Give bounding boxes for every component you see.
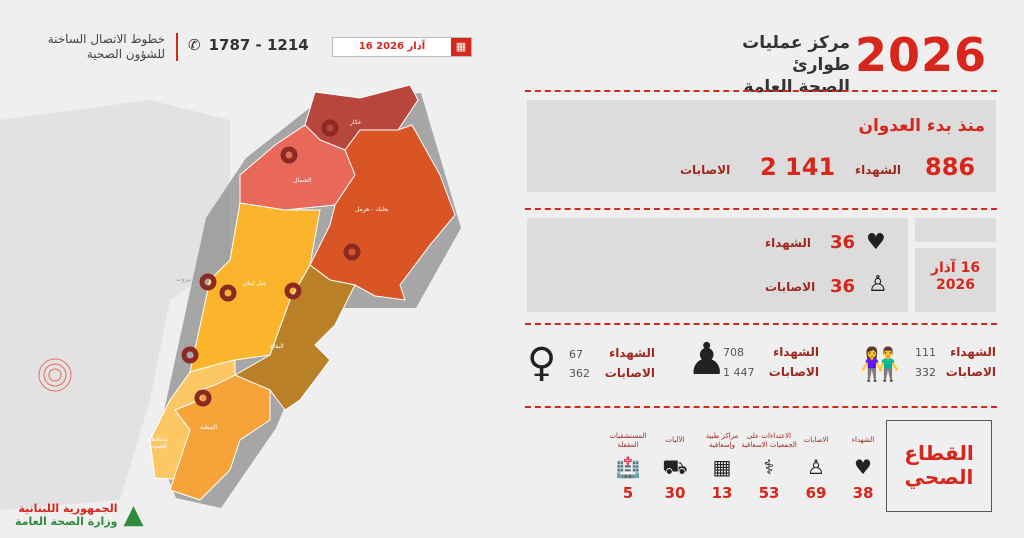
men-martyrs-label: الشهداء — [773, 345, 819, 359]
since-aggression-panel — [527, 100, 996, 192]
men-injured: 1 447 — [723, 366, 755, 379]
health-title-2: الصحي — [904, 465, 974, 489]
strike-markers — [181, 119, 361, 407]
stat-value: 5 — [622, 484, 634, 502]
label-mount-lebanon: جبل لبنان — [243, 280, 267, 287]
men-martyrs: 708 — [723, 346, 744, 359]
women-injured: 362 — [569, 367, 590, 380]
daily-date-1: 16 آذار — [930, 260, 981, 276]
paramedic-icon: ⚕ — [763, 455, 775, 479]
men-group: ♟ 708 1 447 الشهداء الاصابات — [685, 335, 825, 395]
total-injured-label: الاصابات — [680, 163, 731, 177]
cedar-icon: ▲ — [123, 500, 144, 530]
stat-martyrs: الشهداء ♥ 38 — [843, 432, 883, 507]
injured-person-icon: ♙ — [868, 272, 888, 297]
stat-value: 30 — [664, 484, 686, 502]
children-group: 👫 111 332 الشهداء الاصابات — [860, 340, 1000, 395]
daily-injured-label: الاصابات — [765, 280, 816, 294]
hotline-number[interactable]: ✆ 1787 - 1214 — [188, 36, 309, 54]
since-aggression-title: منذ بدء العدوان — [858, 116, 985, 136]
man-icon: ♟ — [687, 334, 727, 385]
title-line1: مركز عمليات طوارئ — [742, 33, 850, 75]
label-beirut: بيروت — [176, 276, 192, 283]
hotline-text: 1787 - 1214 — [208, 36, 309, 54]
stat-value: 69 — [805, 484, 827, 502]
health-sector-stats: الشهداء ♥ 38 الاصابات ♙ 69 الاعتداءات على ال… — [608, 432, 883, 507]
stat-label: الاصابات — [803, 436, 829, 444]
stat-label: المستشفيات المقفلة — [609, 432, 647, 449]
target-ripple-icon — [38, 358, 72, 392]
date-field: 16 آذار 2026 ▦ — [332, 37, 472, 57]
stat-paramedic-attacks: الاعتداءات على الجمعيات الاسعافية ⚕ 53 — [741, 432, 797, 507]
total-injured: 2 141 — [760, 153, 836, 181]
date-text: 16 آذار 2026 — [358, 41, 426, 52]
ambulance-icon: ⛟ — [662, 455, 688, 479]
children-injured-label: الاصابات — [945, 365, 996, 379]
stat-closed-hospitals: المستشفيات المقفلة 🏥 5 — [608, 432, 648, 507]
stat-label: مراكز طبية وإسعافية — [705, 432, 739, 449]
label-nabatieh: النبطية — [200, 424, 218, 431]
health-sector-title: القطاع الصحي — [886, 420, 992, 512]
daily-date-2: 2026 — [936, 277, 975, 293]
women-martyrs: 67 — [569, 348, 583, 361]
children-icon: 👫 — [860, 345, 900, 383]
daily-injured: 36 — [830, 276, 856, 297]
children-martyrs: 111 — [915, 346, 936, 359]
lebanon-map — [0, 84, 461, 510]
stat-label: الآليات — [665, 436, 685, 444]
total-martyrs: 886 — [925, 153, 976, 181]
ministry-line1: الجمهورية اللبنانية — [18, 502, 118, 515]
health-title-1: القطاع — [904, 441, 974, 465]
label-baalbek: بعلبك - هرمل — [355, 206, 389, 213]
year: 2026 — [855, 28, 988, 82]
region-north — [239, 124, 356, 211]
total-martyrs-label: الشهداء — [855, 163, 901, 177]
stat-value: 53 — [758, 484, 780, 502]
calendar-icon: ▦ — [451, 38, 471, 56]
stat-label: الاعتداءات على الجمعيات الاسعافية — [741, 432, 797, 449]
title-line2: الصحة العامة — [743, 77, 850, 97]
hospital-icon: 🏥 — [615, 455, 641, 479]
label-akkar: عكار — [350, 119, 362, 126]
woman-icon: ♀ — [527, 340, 557, 386]
daily-date-box: 16 آذار 2026 — [915, 248, 996, 312]
stat-vehicles: الآليات ⛟ 30 — [655, 432, 695, 507]
region-nabatieh — [169, 374, 271, 501]
stat-value: 38 — [852, 484, 874, 502]
stat-injured: الاصابات ♙ 69 — [796, 432, 836, 507]
women-group: ♀ 67 362 الشهداء الاصابات — [525, 338, 665, 398]
children-injured: 332 — [915, 366, 936, 379]
heart-icon: ♥ — [866, 230, 886, 255]
daily-header-box — [915, 218, 996, 242]
region-bekaa — [233, 264, 356, 411]
medical-center-icon: ▦ — [712, 455, 732, 479]
hotline-label: خطوط الاتصال الساخنة للشؤون الصحية — [20, 32, 165, 62]
hotline-label-2: للشؤون الصحية — [86, 47, 165, 61]
women-martyrs-label: الشهداء — [609, 346, 655, 360]
phone-icon: ✆ — [188, 36, 201, 54]
stat-medical-centers: مراكز طبية وإسعافية ▦ 13 — [702, 432, 742, 507]
stat-label: الشهداء — [851, 436, 875, 444]
men-injured-label: الاصابات — [768, 365, 819, 379]
divider — [176, 33, 178, 61]
background-landmass — [0, 100, 230, 510]
daily-panel — [527, 218, 908, 312]
daily-martyrs-label: الشهداء — [765, 236, 811, 250]
page-title: مركز عمليات طوارئ الصحة العامة — [680, 32, 850, 98]
label-south: محافظة الجنوب — [148, 436, 168, 450]
injured-person-icon: ♙ — [807, 455, 825, 479]
stat-value: 13 — [711, 484, 733, 502]
label-north: الشمال — [293, 177, 312, 184]
women-injured-label: الاصابات — [604, 366, 655, 380]
daily-martyrs: 36 — [830, 232, 856, 253]
ministry-line2: وزارة الصحة العامة — [15, 515, 118, 528]
children-martyrs-label: الشهداء — [950, 345, 996, 359]
ministry-logo: الجمهورية اللبنانية وزارة الصحة العامة ▲ — [15, 500, 144, 530]
heart-icon: ♥ — [854, 455, 872, 479]
hotline-label-1: خطوط الاتصال الساخنة — [47, 32, 165, 46]
label-bekaa: البقاع — [270, 343, 284, 350]
